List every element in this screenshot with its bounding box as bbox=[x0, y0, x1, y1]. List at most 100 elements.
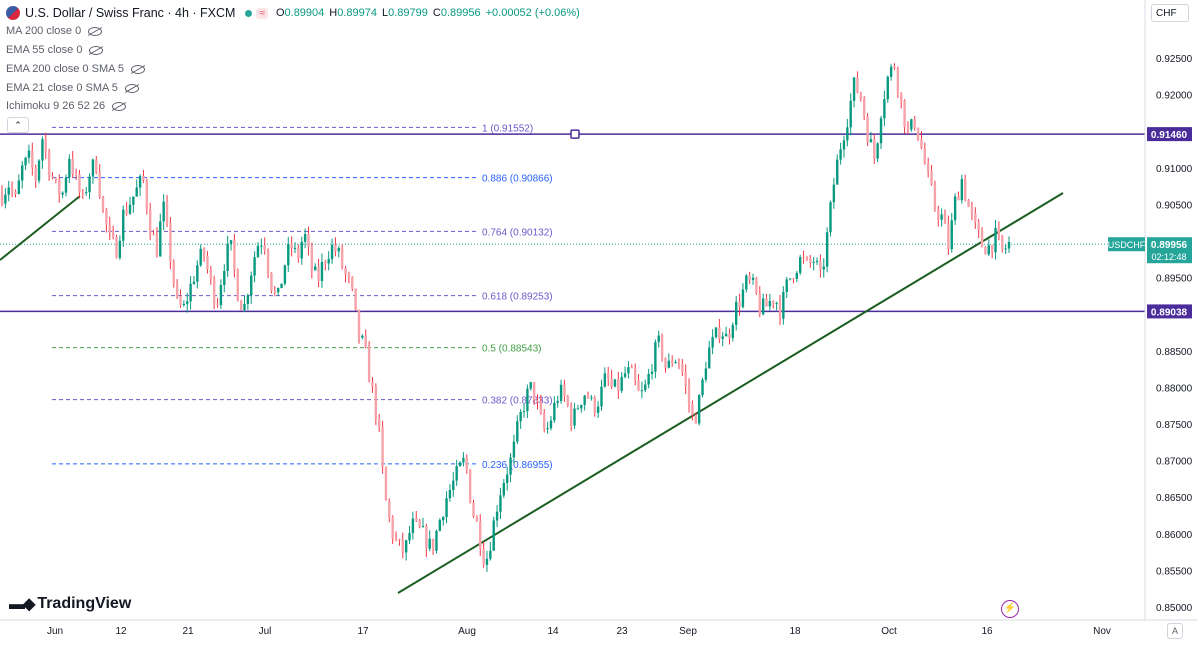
candle bbox=[681, 358, 684, 377]
candle bbox=[384, 466, 388, 501]
candle-body bbox=[145, 180, 149, 210]
candle-body bbox=[58, 180, 61, 195]
y-tick-label: 0.88500 bbox=[1156, 347, 1193, 358]
auto-scale-button[interactable]: A bbox=[1167, 623, 1183, 639]
candle-body bbox=[482, 548, 485, 565]
collapse-legend-button[interactable]: ⌃ bbox=[7, 117, 29, 133]
candle bbox=[320, 253, 324, 288]
candle bbox=[475, 515, 479, 522]
candlestick-series bbox=[0, 63, 1011, 572]
candle-body bbox=[317, 266, 320, 282]
horizontal-levels bbox=[0, 129, 1145, 313]
candle bbox=[202, 247, 206, 262]
candle bbox=[37, 159, 41, 184]
candle bbox=[266, 248, 270, 279]
candle bbox=[792, 277, 795, 284]
level-anchor-handle bbox=[570, 129, 580, 139]
currency-button[interactable]: CHF bbox=[1151, 4, 1189, 22]
candle-body bbox=[741, 289, 745, 308]
candle bbox=[687, 378, 691, 413]
y-tick-label: 0.88000 bbox=[1156, 383, 1193, 394]
candle bbox=[684, 364, 687, 394]
candle-body bbox=[681, 363, 684, 373]
hidden-eye-icon[interactable] bbox=[112, 101, 127, 111]
candle bbox=[216, 297, 219, 308]
candle bbox=[91, 158, 95, 184]
candle bbox=[455, 459, 458, 486]
candle bbox=[132, 196, 135, 213]
candle bbox=[596, 401, 600, 418]
candle-body bbox=[438, 520, 442, 531]
candle-body bbox=[903, 100, 906, 128]
candle bbox=[492, 516, 495, 551]
candle-body bbox=[44, 139, 47, 152]
candle-body bbox=[138, 175, 142, 188]
candle-body bbox=[505, 474, 509, 484]
candle-body bbox=[566, 396, 570, 406]
candle bbox=[435, 529, 438, 554]
indicator-ema200[interactable]: EMA 200 close 0 SMA 5 bbox=[6, 63, 146, 75]
candle-body bbox=[516, 421, 519, 442]
candle-body bbox=[627, 367, 630, 374]
candle-body bbox=[559, 384, 563, 402]
candle-body bbox=[324, 261, 327, 264]
level-price-label: 0.89038 bbox=[1151, 307, 1188, 318]
candle bbox=[334, 237, 337, 257]
candle bbox=[101, 195, 105, 214]
status-pill[interactable]: ≈ bbox=[256, 7, 268, 19]
fib-level-label: 0.618 (0.89253) bbox=[482, 292, 553, 303]
indicator-ema21[interactable]: EMA 21 close 0 SMA 5 bbox=[6, 82, 139, 94]
indicator-ma200[interactable]: MA 200 close 0 bbox=[6, 25, 103, 37]
candle bbox=[623, 366, 627, 379]
candle-body bbox=[236, 269, 239, 301]
candle bbox=[458, 461, 462, 467]
candle-body bbox=[51, 175, 54, 178]
candle-body bbox=[384, 467, 388, 501]
hidden-eye-icon[interactable] bbox=[88, 26, 103, 36]
indicator-ichimoku[interactable]: Ichimoku 9 26 52 26 bbox=[6, 100, 127, 112]
candle bbox=[980, 226, 984, 248]
candle bbox=[364, 329, 367, 349]
candle-body bbox=[118, 240, 122, 258]
indicator-ema55[interactable]: EMA 55 close 0 bbox=[6, 44, 104, 56]
hidden-eye-icon[interactable] bbox=[131, 64, 146, 74]
level-price-label: 0.91460 bbox=[1151, 130, 1188, 141]
candle-body bbox=[600, 386, 603, 407]
candle bbox=[172, 259, 175, 288]
candle bbox=[916, 127, 920, 142]
candle-body bbox=[209, 269, 213, 279]
lightning-icon[interactable]: ⚡ bbox=[1001, 600, 1019, 618]
candle-body bbox=[522, 411, 526, 413]
candle-body bbox=[159, 221, 162, 257]
candle-body bbox=[357, 309, 361, 338]
hidden-eye-icon[interactable] bbox=[89, 45, 104, 55]
candle-body bbox=[175, 284, 179, 296]
candle bbox=[516, 415, 519, 445]
candle bbox=[930, 165, 933, 186]
candle bbox=[54, 177, 58, 184]
hidden-eye-icon[interactable] bbox=[124, 83, 139, 93]
candle bbox=[788, 278, 792, 281]
candle bbox=[135, 179, 138, 197]
candle-body bbox=[148, 209, 152, 235]
candle-body bbox=[866, 116, 869, 143]
candle bbox=[997, 221, 1001, 241]
candle bbox=[772, 300, 775, 309]
candle-body bbox=[549, 420, 553, 429]
candle bbox=[340, 244, 344, 270]
candle bbox=[920, 131, 923, 150]
candle-body bbox=[411, 518, 415, 534]
candle-body bbox=[694, 414, 697, 424]
symbol-title[interactable]: U.S. Dollar / Swiss Franc · 4h · FXCM bbox=[25, 6, 236, 20]
candle-body bbox=[923, 148, 927, 164]
candle-body bbox=[953, 196, 957, 221]
candle bbox=[324, 259, 327, 271]
candle bbox=[731, 322, 735, 342]
candle bbox=[768, 293, 772, 311]
candle bbox=[866, 113, 869, 146]
candle-body bbox=[980, 230, 984, 248]
candle bbox=[829, 200, 832, 237]
candle bbox=[805, 256, 809, 261]
